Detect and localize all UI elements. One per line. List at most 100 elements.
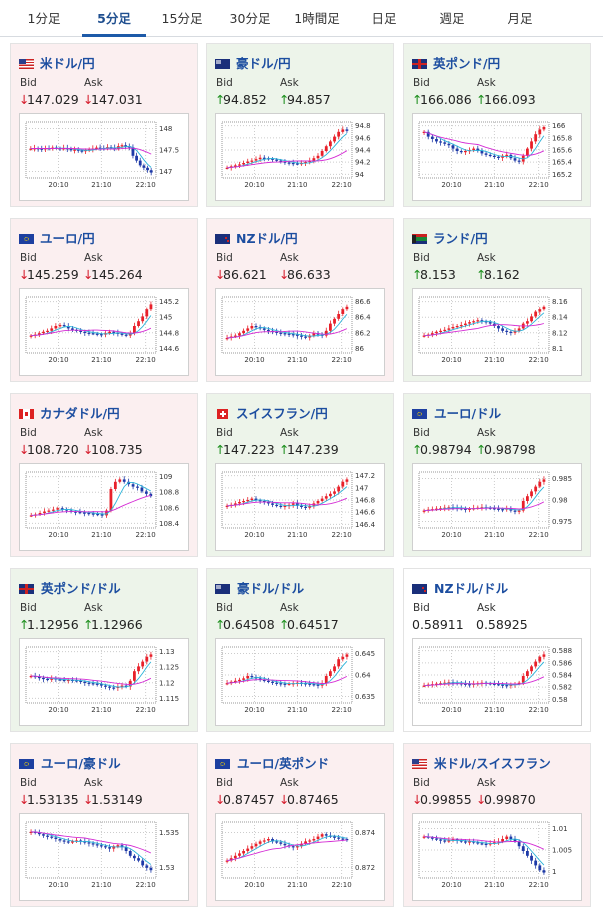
x-tick-label: 20:10 xyxy=(48,356,68,364)
candle-body xyxy=(542,127,546,130)
candle-body xyxy=(91,333,95,335)
candlestick-chart[interactable]: 20:10 21:10 22:10 1 1.005 1.01 xyxy=(412,813,582,901)
candlestick-chart[interactable]: 20:10 21:10 22:10 94 94.2 94.4 94.6 94.8 xyxy=(215,113,385,201)
rate-card[interactable]: スイスフラン/円 Bid Ask ↑147.223 ↑147.239 20:10 21:10… xyxy=(206,393,394,557)
currency-pair-title[interactable]: 豪ドル/ドル xyxy=(215,578,304,596)
x-tick-label: 20:10 xyxy=(244,881,264,889)
tab-30min[interactable]: 30分足 xyxy=(229,11,271,26)
flag-icon xyxy=(412,406,434,421)
y-tick-label: 165.4 xyxy=(552,159,573,167)
candle-body xyxy=(124,334,128,336)
rate-card[interactable]: 米ドル/スイスフラン Bid Ask ↓0.99855 ↓0.99870 20:10 21:… xyxy=(403,743,591,907)
candle-body xyxy=(308,840,312,842)
candle-body xyxy=(99,845,103,847)
y-tick-label: 0.582 xyxy=(552,684,572,692)
currency-pair-title[interactable]: スイスフラン/円 xyxy=(215,403,328,421)
tab-monthly[interactable]: 月足 xyxy=(507,11,533,26)
tab-1hour[interactable]: 1時間足 xyxy=(294,11,340,26)
candle-body xyxy=(538,481,542,487)
candlestick-chart[interactable]: 20:10 21:10 22:10 165.2 165.4 165.6 165.8 166 xyxy=(412,113,582,201)
tab-weekly[interactable]: 週足 xyxy=(439,11,465,26)
rate-card[interactable]: ユーロ/英ポンド Bid Ask ↓0.87457 ↓0.87465 20:10 21:10… xyxy=(206,743,394,907)
rate-card[interactable]: 豪ドル/ドル Bid Ask ↑0.64508 ↑0.64517 20:10 21:10 22… xyxy=(206,568,394,732)
rate-card[interactable]: ランド/円 Bid Ask ↑8.153 ↑8.162 20:10 21:10 22:10 8.… xyxy=(403,218,591,382)
rate-card[interactable]: NZドル/ドル Bid Ask 0.58911 0.58925 20:10 21:10 22:… xyxy=(403,568,591,732)
moving-average-slow-line xyxy=(424,676,545,687)
candle-body xyxy=(51,509,55,511)
candlestick-chart[interactable]: 20:10 21:10 22:10 0.635 0.64 0.645 xyxy=(215,638,385,726)
currency-pair-title[interactable]: ユーロ/英ポンド xyxy=(215,753,329,771)
y-tick-label: 146.4 xyxy=(355,521,376,529)
tab-15min[interactable]: 15分足 xyxy=(161,11,203,26)
y-tick-label: 0.635 xyxy=(355,693,375,701)
rate-card[interactable]: 英ポンド/円 Bid Ask ↑166.086 ↑166.093 20:10 21:10 22… xyxy=(403,43,591,207)
tab-5min[interactable]: 5分足 xyxy=(82,0,146,37)
arrow-up-icon: ↑ xyxy=(412,442,423,457)
candle-body xyxy=(459,840,463,842)
candlestick-chart[interactable]: 20:10 21:10 22:10 108.4 108.6 108.8 109 xyxy=(19,463,189,551)
moving-average-slow-line xyxy=(424,501,545,512)
currency-pair-title[interactable]: 米ドル/円 xyxy=(19,53,95,71)
ask-label: Ask xyxy=(280,252,299,264)
y-tick-label: 94.4 xyxy=(355,147,371,155)
candle-body xyxy=(118,479,122,482)
candlestick-chart[interactable]: 20:10 21:10 22:10 1.53 1.535 xyxy=(19,813,189,901)
candlestick-chart[interactable]: 20:10 21:10 22:10 146.4 146.6 146.8 147 147.2 xyxy=(215,463,385,551)
candlestick-chart[interactable]: 20:10 21:10 22:10 86 86.2 86.4 86.6 xyxy=(215,288,385,376)
candle-body xyxy=(291,163,295,165)
candlestick-chart[interactable]: 20:10 21:10 22:10 0.975 0.98 0.985 xyxy=(412,463,582,551)
candle-body xyxy=(488,154,492,157)
x-tick-label: 21:10 xyxy=(91,881,111,889)
y-tick-label: 165.2 xyxy=(552,171,572,179)
candle-body xyxy=(476,842,480,844)
candlestick-chart[interactable]: 20:10 21:10 22:10 8.1 8.12 8.14 8.16 xyxy=(412,288,582,376)
rate-card[interactable]: ユーロ/豪ドル Bid Ask ↓1.53135 ↓1.53149 20:10 21:10 2… xyxy=(10,743,198,907)
currency-pair-title[interactable]: 英ポンド/円 xyxy=(412,53,500,71)
rate-card[interactable]: ユーロ/ドル Bid Ask ↑0.98794 ↑0.98798 20:10 21:10 22… xyxy=(403,393,591,557)
rate-card[interactable]: ユーロ/円 Bid Ask ↓145.259 ↓145.264 20:10 21:10 22:… xyxy=(10,218,198,382)
currency-pair-title[interactable]: カナダドル/円 xyxy=(19,403,120,421)
currency-pair-title[interactable]: 米ドル/スイスフラン xyxy=(412,753,551,771)
arrow-down-icon: ↓ xyxy=(19,792,30,807)
currency-pair-title[interactable]: NZドル/円 xyxy=(215,228,298,246)
moving-average-slow-line xyxy=(423,131,545,156)
candle-body xyxy=(279,332,283,334)
candle-body xyxy=(435,838,438,840)
flag-icon xyxy=(412,756,434,771)
candle-body xyxy=(472,148,476,151)
currency-pair-title[interactable]: ユーロ/円 xyxy=(19,228,95,246)
rate-card[interactable]: NZドル/円 Bid Ask ↓86.621 ↓86.633 20:10 21:10 22:1… xyxy=(206,218,394,382)
candle-body xyxy=(287,333,291,335)
candlestick-chart[interactable]: 20:10 21:10 22:10 0.872 0.874 xyxy=(215,813,385,901)
currency-pair-title[interactable]: 英ポンド/ドル xyxy=(19,578,121,596)
rate-card[interactable]: 米ドル/円 Bid Ask ↓147.029 ↓147.031 20:10 21:10 22:… xyxy=(10,43,198,207)
candle-body xyxy=(505,836,509,839)
pair-name: ユーロ/ドル xyxy=(434,406,502,421)
rate-card[interactable]: カナダドル/円 Bid Ask ↓108.720 ↓108.735 20:10 21:10 2… xyxy=(10,393,198,557)
rate-card[interactable]: 英ポンド/ドル Bid Ask ↑1.12956 ↑1.12966 20:10 21:10 2… xyxy=(10,568,198,732)
y-tick-label: 1.115 xyxy=(159,695,179,703)
candlestick-chart[interactable]: 20:10 21:10 22:10 1.115 1.12 1.125 1.13 xyxy=(19,638,189,726)
currency-pair-title[interactable]: ランド/円 xyxy=(412,228,488,246)
candle-body xyxy=(324,496,328,499)
candle-body xyxy=(29,831,33,833)
candle-body xyxy=(295,503,299,506)
currency-pair-title[interactable]: 豪ドル/円 xyxy=(215,53,291,71)
candle-body xyxy=(242,501,245,503)
candle-body xyxy=(149,654,153,657)
candle-body xyxy=(91,513,95,515)
candlestick-chart[interactable]: 20:10 21:10 22:10 144.6 144.8 145 145.2 xyxy=(19,288,189,376)
tab-daily[interactable]: 日足 xyxy=(371,11,397,26)
rate-card[interactable]: 豪ドル/円 Bid Ask ↑94.852 ↑94.857 20:10 21:10 22:10… xyxy=(206,43,394,207)
bid-label: Bid xyxy=(20,602,37,614)
candle-body xyxy=(250,326,254,329)
currency-pair-title[interactable]: NZドル/ドル xyxy=(412,578,508,596)
candlestick-chart[interactable]: 20:10 21:10 22:10 0.58 0.582 0.584 0.586 0.588 xyxy=(412,638,582,726)
tab-1min[interactable]: 1分足 xyxy=(27,11,61,26)
candlestick-chart[interactable]: 20:10 21:10 22:10 147 147.5 148 xyxy=(19,113,189,201)
y-tick-label: 1.01 xyxy=(552,825,568,833)
currency-pair-title[interactable]: ユーロ/豪ドル xyxy=(19,753,121,771)
currency-pair-title[interactable]: ユーロ/ドル xyxy=(412,403,501,421)
candle-body xyxy=(513,330,517,333)
